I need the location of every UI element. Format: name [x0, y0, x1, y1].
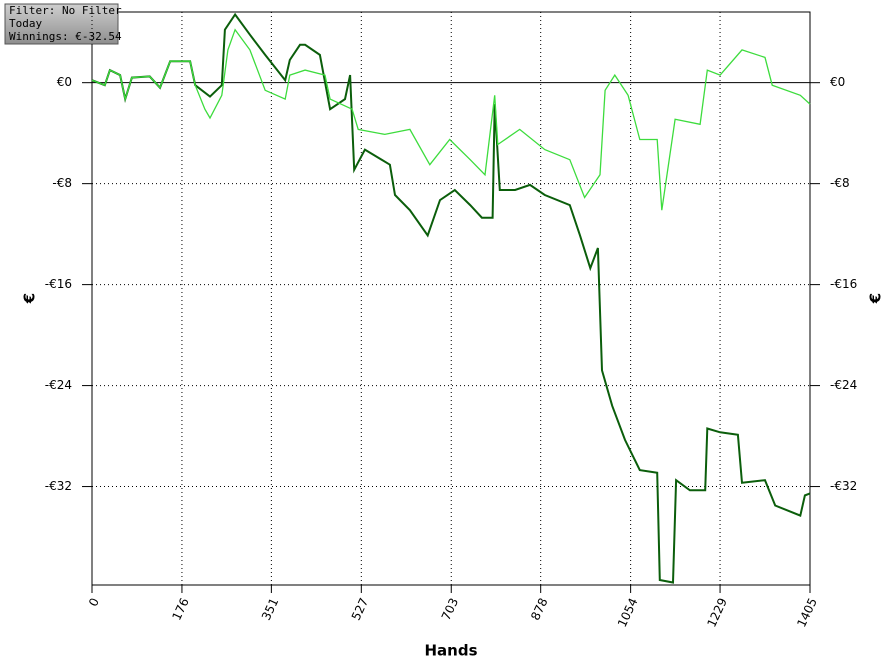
y-tick-label: -€24 — [45, 378, 72, 392]
info-line: Winnings: €-32.54 — [9, 30, 122, 43]
series-line — [91, 12, 811, 584]
series-line — [91, 28, 811, 211]
y-tick-label: -€32 — [45, 479, 72, 493]
info-line: Filter: No Filter — [9, 4, 122, 17]
x-axis-label: Hands — [424, 642, 477, 660]
x-tick-label: 703 — [439, 596, 461, 623]
x-tick-label: 0 — [86, 596, 102, 609]
x-tick-label: 527 — [349, 596, 371, 623]
y-tick-label: -€24 — [830, 378, 857, 392]
x-tick-label: 1405 — [794, 596, 820, 630]
x-tick-label: 176 — [169, 596, 191, 623]
info-line: Today — [9, 17, 42, 30]
y-tick-label: €0 — [57, 75, 72, 89]
info-box — [4, 3, 119, 45]
y-tick-label: €0 — [830, 75, 845, 89]
x-tick-label: 878 — [528, 596, 550, 623]
x-tick-label: 1054 — [615, 596, 641, 630]
y-axis-label: € — [21, 293, 39, 304]
y-tick-label: -€16 — [45, 277, 72, 291]
x-tick-label: 351 — [259, 596, 281, 623]
y-axis-label: € — [867, 293, 885, 304]
y-tick-label: -€32 — [830, 479, 857, 493]
x-tick-label: 1229 — [704, 596, 730, 630]
y-tick-label: -€16 — [830, 277, 857, 291]
y-tick-label: -€8 — [52, 176, 72, 190]
y-tick-label: -€8 — [830, 176, 850, 190]
